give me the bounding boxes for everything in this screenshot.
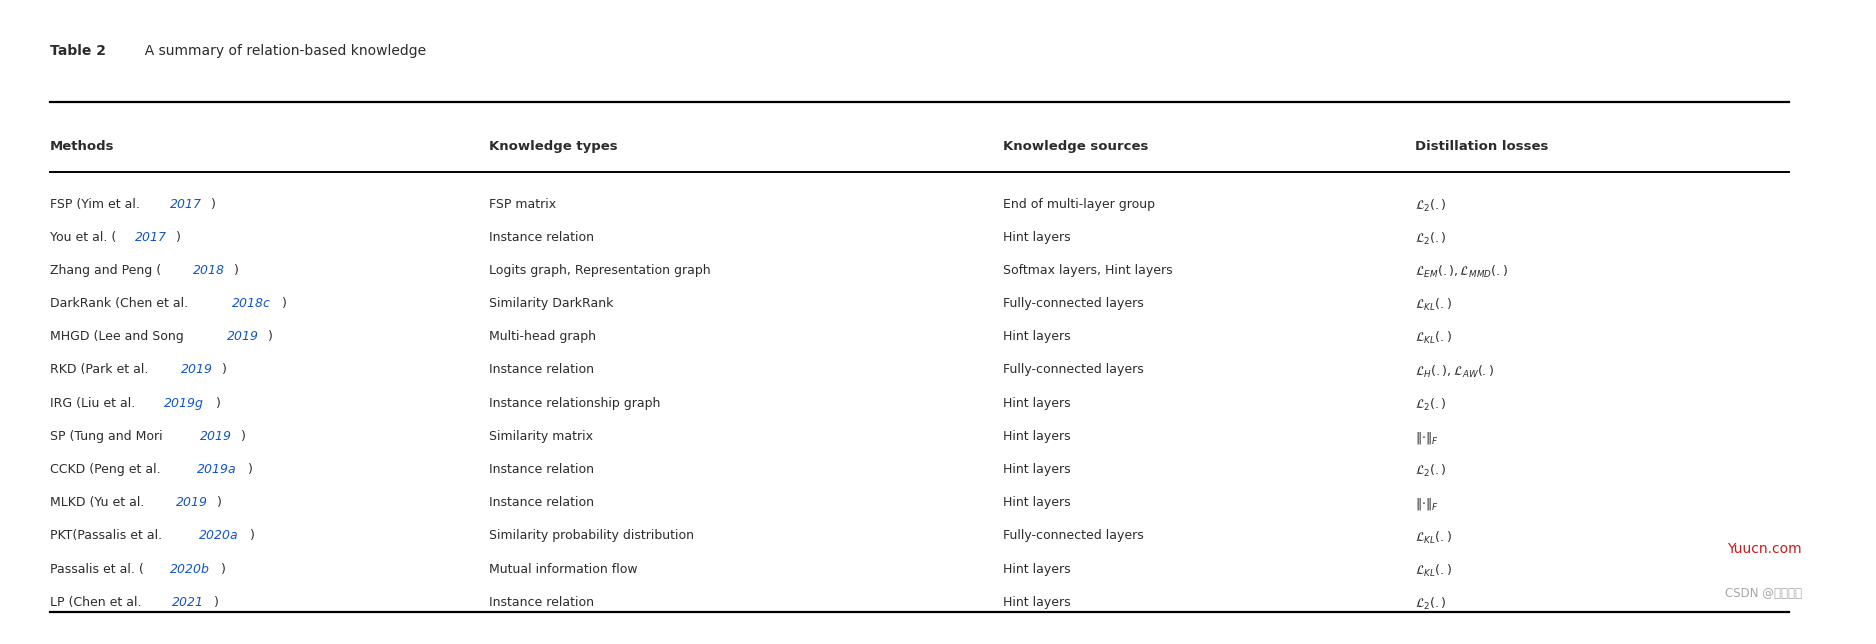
Text: Softmax layers, Hint layers: Softmax layers, Hint layers xyxy=(1004,264,1172,277)
Text: Instance relation: Instance relation xyxy=(490,463,595,476)
Text: $\mathcal{L}_{KL}(.)$: $\mathcal{L}_{KL}(.)$ xyxy=(1415,529,1452,545)
Text: Methods: Methods xyxy=(49,140,114,153)
Text: ): ) xyxy=(176,231,180,243)
Text: ): ) xyxy=(214,596,218,609)
Text: Instance relation: Instance relation xyxy=(490,363,595,377)
Text: 2019: 2019 xyxy=(199,430,231,443)
Text: 2021: 2021 xyxy=(173,596,204,609)
Text: Instance relationship graph: Instance relationship graph xyxy=(490,397,660,410)
Text: ): ) xyxy=(248,463,253,476)
Text: $\|{\cdot}\|_F$: $\|{\cdot}\|_F$ xyxy=(1415,430,1439,446)
Text: Hint layers: Hint layers xyxy=(1004,397,1071,410)
Text: Fully-connected layers: Fully-connected layers xyxy=(1004,297,1144,310)
Text: 2019: 2019 xyxy=(182,363,214,377)
Text: Fully-connected layers: Fully-connected layers xyxy=(1004,363,1144,377)
Text: Distillation losses: Distillation losses xyxy=(1415,140,1548,153)
Text: 2019g: 2019g xyxy=(165,397,204,410)
Text: Hint layers: Hint layers xyxy=(1004,231,1071,243)
Text: MHGD (Lee and Song: MHGD (Lee and Song xyxy=(49,330,188,343)
Text: Hint layers: Hint layers xyxy=(1004,497,1071,509)
Text: Hint layers: Hint layers xyxy=(1004,563,1071,576)
Text: SP (Tung and Mori: SP (Tung and Mori xyxy=(49,430,167,443)
Text: Similarity matrix: Similarity matrix xyxy=(490,430,593,443)
Text: $\mathcal{L}_H(.), \mathcal{L}_{AW}(.)$: $\mathcal{L}_H(.), \mathcal{L}_{AW}(.)$ xyxy=(1415,363,1493,379)
Text: $\mathcal{L}_2(.)$: $\mathcal{L}_2(.)$ xyxy=(1415,596,1446,612)
Text: $\mathcal{L}_2(.)$: $\mathcal{L}_2(.)$ xyxy=(1415,397,1446,413)
Text: Hint layers: Hint layers xyxy=(1004,596,1071,609)
Text: ): ) xyxy=(223,363,227,377)
Text: Instance relation: Instance relation xyxy=(490,231,595,243)
Text: IRG (Liu et al.: IRG (Liu et al. xyxy=(49,397,139,410)
Text: Hint layers: Hint layers xyxy=(1004,463,1071,476)
Text: Yuucn.com: Yuucn.com xyxy=(1728,542,1803,556)
Text: CCKD (Peng et al.: CCKD (Peng et al. xyxy=(49,463,165,476)
Text: $\mathcal{L}_{EM}(.), \mathcal{L}_{MMD}(.)$: $\mathcal{L}_{EM}(.), \mathcal{L}_{MMD}(… xyxy=(1415,264,1508,280)
Text: Hint layers: Hint layers xyxy=(1004,330,1071,343)
Text: FSP (Yim et al.: FSP (Yim et al. xyxy=(49,198,143,211)
Text: 2019: 2019 xyxy=(227,330,259,343)
Text: 2017: 2017 xyxy=(171,198,203,211)
Text: 2019a: 2019a xyxy=(197,463,236,476)
Text: DarkRank (Chen et al.: DarkRank (Chen et al. xyxy=(49,297,191,310)
Text: LP (Chen et al.: LP (Chen et al. xyxy=(49,596,144,609)
Text: ): ) xyxy=(212,198,216,211)
Text: Logits graph, Representation graph: Logits graph, Representation graph xyxy=(490,264,711,277)
Text: $\mathcal{L}_2(.)$: $\mathcal{L}_2(.)$ xyxy=(1415,231,1446,247)
Text: Zhang and Peng (: Zhang and Peng ( xyxy=(49,264,161,277)
Text: Multi-head graph: Multi-head graph xyxy=(490,330,597,343)
Text: A summary of relation-based knowledge: A summary of relation-based knowledge xyxy=(135,44,426,58)
Text: Knowledge types: Knowledge types xyxy=(490,140,617,153)
Text: Fully-connected layers: Fully-connected layers xyxy=(1004,529,1144,542)
Text: ): ) xyxy=(250,529,255,542)
Text: Instance relation: Instance relation xyxy=(490,596,595,609)
Text: $\mathcal{L}_{KL}(.)$: $\mathcal{L}_{KL}(.)$ xyxy=(1415,330,1452,346)
Text: ): ) xyxy=(234,264,238,277)
Text: Table 2: Table 2 xyxy=(49,44,105,58)
Text: PKT(Passalis et al.: PKT(Passalis et al. xyxy=(49,529,165,542)
Text: ): ) xyxy=(218,497,221,509)
Text: ): ) xyxy=(283,297,287,310)
Text: 2018c: 2018c xyxy=(233,297,272,310)
Text: 2020b: 2020b xyxy=(171,563,210,576)
Text: Mutual information flow: Mutual information flow xyxy=(490,563,638,576)
Text: Similarity DarkRank: Similarity DarkRank xyxy=(490,297,613,310)
Text: $\mathcal{L}_2(.)$: $\mathcal{L}_2(.)$ xyxy=(1415,463,1446,479)
Text: $\mathcal{L}_{KL}(.)$: $\mathcal{L}_{KL}(.)$ xyxy=(1415,297,1452,313)
Text: $\mathcal{L}_{KL}(.)$: $\mathcal{L}_{KL}(.)$ xyxy=(1415,563,1452,579)
Text: ): ) xyxy=(240,430,246,443)
Text: RKD (Park et al.: RKD (Park et al. xyxy=(49,363,152,377)
Text: You et al. (: You et al. ( xyxy=(49,231,116,243)
Text: 2020a: 2020a xyxy=(199,529,238,542)
Text: ): ) xyxy=(221,563,227,576)
Text: 2018: 2018 xyxy=(193,264,225,277)
Text: CSDN @挑战道通: CSDN @挑战道通 xyxy=(1726,587,1803,600)
Text: Instance relation: Instance relation xyxy=(490,497,595,509)
Text: Passalis et al. (: Passalis et al. ( xyxy=(49,563,143,576)
Text: Similarity probability distribution: Similarity probability distribution xyxy=(490,529,694,542)
Text: Hint layers: Hint layers xyxy=(1004,430,1071,443)
Text: ): ) xyxy=(216,397,221,410)
Text: Knowledge sources: Knowledge sources xyxy=(1004,140,1148,153)
Text: FSP matrix: FSP matrix xyxy=(490,198,555,211)
Text: $\|{\cdot}\|_F$: $\|{\cdot}\|_F$ xyxy=(1415,497,1439,512)
Text: MLKD (Yu et al.: MLKD (Yu et al. xyxy=(49,497,148,509)
Text: $\mathcal{L}_2(.)$: $\mathcal{L}_2(.)$ xyxy=(1415,198,1446,214)
Text: 2017: 2017 xyxy=(135,231,167,243)
Text: 2019: 2019 xyxy=(176,497,208,509)
Text: End of multi-layer group: End of multi-layer group xyxy=(1004,198,1156,211)
Text: ): ) xyxy=(268,330,272,343)
